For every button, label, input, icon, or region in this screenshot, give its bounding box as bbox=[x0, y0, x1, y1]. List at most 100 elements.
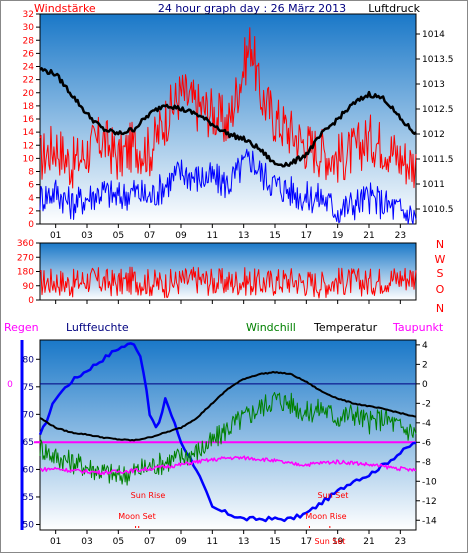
wind-pressure-plot bbox=[39, 13, 417, 225]
humidity-temperature-plot bbox=[39, 339, 417, 531]
wind-direction-plot bbox=[39, 242, 417, 301]
y-right-tick-label: -10 bbox=[422, 477, 437, 487]
y-left-tick-label: 4 bbox=[28, 194, 34, 204]
y-left-tick-label: 60 bbox=[23, 465, 35, 475]
y-left-tick-label: 26 bbox=[23, 49, 35, 59]
wind-axis-title: Windstärke bbox=[34, 2, 96, 15]
series-line-luftfeuchte bbox=[38, 342, 417, 523]
wind-direction-marks: 0 90 180 270 360 bbox=[17, 239, 417, 306]
y-right-tick-label: -6 bbox=[422, 438, 431, 448]
y-right-tick-label: 1012.5 bbox=[422, 105, 454, 115]
y-right-tick-label: 1011 bbox=[422, 180, 445, 190]
y-right-tick-label: 1014 bbox=[422, 30, 445, 40]
x-tick-label: 13 bbox=[238, 537, 249, 547]
annotation-sun-rise: Sun Rise bbox=[131, 491, 166, 500]
rain-zero-label: 0 bbox=[7, 380, 13, 390]
compass-south: S bbox=[437, 267, 444, 280]
x-tick-label: 17 bbox=[301, 537, 312, 547]
y-left-tick-label: 6 bbox=[28, 181, 34, 191]
y-left-tick-label: 65 bbox=[23, 438, 34, 448]
x-tick-label: 19 bbox=[332, 231, 344, 241]
x-tick-label: 19 bbox=[332, 537, 344, 547]
compass-east: O bbox=[436, 283, 445, 296]
x-tick-label: 05 bbox=[113, 231, 124, 241]
series-line-taupunkt bbox=[39, 455, 417, 476]
x-tick-label: 21 bbox=[363, 537, 374, 547]
y-right-tick-label: 1012 bbox=[422, 130, 445, 140]
x-tick-label: 11 bbox=[207, 231, 218, 241]
annotation-moon-rise: Moon Rise bbox=[305, 512, 346, 521]
y-left-tick-label: 20 bbox=[23, 89, 35, 99]
y-left-tick-label: 90 bbox=[23, 282, 35, 292]
y-left-tick-label: 24 bbox=[23, 63, 35, 73]
pressure-axis-title: Luftdruck bbox=[368, 2, 420, 15]
y-right-tick-label: 4 bbox=[422, 341, 428, 351]
y-left-tick-label: 180 bbox=[17, 268, 34, 278]
y-left-tick-label: 50 bbox=[23, 520, 35, 530]
legend-taupunkt: Taupunkt bbox=[392, 321, 444, 334]
x-tick-label: 01 bbox=[50, 537, 61, 547]
y-right-tick-label: -8 bbox=[422, 458, 431, 468]
legend-regen: Regen bbox=[4, 321, 39, 334]
x-tick-label: 11 bbox=[207, 537, 218, 547]
wind-pressure-marks: 01 03 05 07 09 11 13 15 17 19 21 230246810121416182… bbox=[23, 10, 454, 241]
x-tick-label: 03 bbox=[81, 537, 92, 547]
y-left-tick-label: 10 bbox=[23, 154, 35, 164]
x-tick-label: 09 bbox=[175, 231, 187, 241]
y-left-tick-label: 14 bbox=[23, 128, 35, 138]
y-right-tick-label: -14 bbox=[422, 516, 437, 526]
x-tick-label: 05 bbox=[113, 537, 124, 547]
compass-labels: N W S O N bbox=[435, 238, 446, 315]
y-right-tick-label: 1013.5 bbox=[422, 55, 454, 65]
annotation-moon-set: Moon Set bbox=[118, 512, 155, 521]
legend-windchill: Windchill bbox=[246, 321, 296, 334]
y-left-tick-label: 360 bbox=[17, 239, 34, 249]
y-left-tick-label: 2 bbox=[28, 207, 34, 217]
y-left-tick-label: 75 bbox=[23, 383, 34, 393]
y-right-tick-label: 1011.5 bbox=[422, 155, 454, 165]
y-left-tick-label: 0 bbox=[28, 220, 34, 230]
y-right-tick-label: -4 bbox=[422, 419, 431, 429]
y-left-tick-label: 18 bbox=[23, 102, 35, 112]
series-line-windstärke bbox=[39, 27, 417, 189]
y-left-tick-label: 16 bbox=[23, 115, 35, 125]
x-tick-label: 17 bbox=[301, 231, 312, 241]
x-tick-label: 07 bbox=[144, 231, 155, 241]
y-right-tick-label: -2 bbox=[422, 399, 431, 409]
x-tick-label: 03 bbox=[81, 231, 92, 241]
x-tick-label: 07 bbox=[144, 537, 155, 547]
y-left-tick-label: 28 bbox=[23, 36, 35, 46]
y-right-tick-label: 0 bbox=[422, 380, 428, 390]
x-tick-label: 13 bbox=[238, 231, 249, 241]
y-left-tick-label: 22 bbox=[23, 76, 34, 86]
annotation-sun-set: Sun Set bbox=[318, 491, 349, 500]
series-line-luftdruck bbox=[39, 67, 417, 168]
x-tick-label: 15 bbox=[269, 231, 280, 241]
y-left-tick-label: 55 bbox=[23, 493, 34, 503]
y-left-tick-label: 32 bbox=[23, 10, 34, 20]
series-line-windchill bbox=[39, 392, 417, 486]
x-tick-label: 15 bbox=[269, 537, 280, 547]
legend-luftfeuchte: Luftfeuchte bbox=[66, 321, 129, 334]
series-line-gust bbox=[39, 148, 417, 225]
y-right-tick-label: 2 bbox=[422, 360, 428, 370]
x-tick-label: 01 bbox=[50, 231, 61, 241]
series-line-windrichtung bbox=[39, 266, 417, 299]
y-left-tick-label: 30 bbox=[23, 23, 35, 33]
y-left-tick-label: 270 bbox=[17, 253, 34, 263]
series-line-temperatur bbox=[39, 370, 417, 442]
y-right-tick-label: 1010.5 bbox=[422, 205, 454, 215]
x-tick-label: 23 bbox=[395, 231, 406, 241]
x-tick-label: 09 bbox=[175, 537, 187, 547]
y-left-tick-label: 70 bbox=[23, 410, 35, 420]
compass-north-bottom: N bbox=[436, 302, 444, 315]
y-right-tick-label: 1013 bbox=[422, 80, 445, 90]
legend-temperatur: Temperatur bbox=[313, 321, 378, 334]
x-tick-label: 23 bbox=[395, 537, 406, 547]
annotation-sun-set-bottom: Sun Set bbox=[315, 537, 346, 546]
compass-west: W bbox=[435, 253, 446, 266]
y-left-tick-label: 80 bbox=[23, 355, 35, 365]
y-right-tick-label: -12 bbox=[422, 497, 437, 507]
